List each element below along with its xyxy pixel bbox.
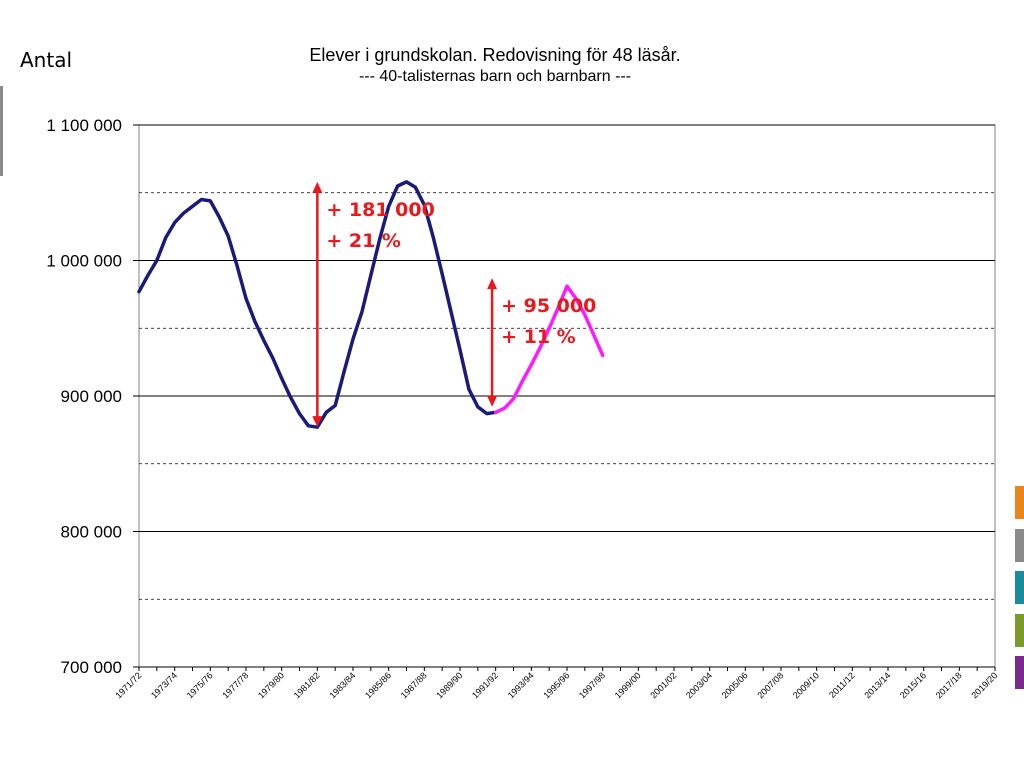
x-tick-label: 1999/00 [613, 670, 643, 700]
y-tick-label: 700 000 [61, 658, 122, 677]
y-tick-label: 900 000 [61, 387, 122, 406]
x-tick-label: 1977/78 [220, 670, 250, 700]
x-tick-label: 2007/08 [755, 670, 785, 700]
annotation-label: + 95 000 [501, 295, 596, 317]
color-swatch [1015, 571, 1024, 604]
x-tick-label: 1995/96 [541, 670, 571, 700]
x-tick-label: 2001/02 [648, 670, 678, 700]
annotation-label: + 11 % [501, 326, 576, 348]
annotation-arrow-head-down [312, 416, 323, 428]
series-line-observed [137, 180, 498, 429]
y-tick-label: 1 000 000 [46, 252, 122, 271]
color-swatch [1015, 656, 1024, 689]
annotation-arrow-head-up [312, 181, 323, 193]
annotation-arrow-head-down [487, 395, 498, 407]
x-tick-label: 2017/18 [934, 670, 964, 700]
color-swatch [1015, 486, 1024, 519]
x-tick-label: 1989/90 [434, 670, 464, 700]
annotation-arrow-head-up [487, 278, 498, 290]
x-tick-label: 2003/04 [684, 670, 714, 700]
x-tick-label: 1985/86 [363, 670, 393, 700]
color-swatch [1015, 528, 1024, 562]
annotation-label: + 181 000 [326, 199, 434, 221]
x-tick-label: 2019/20 [969, 670, 999, 700]
y-tick-label: 1 100 000 [46, 116, 122, 135]
x-tick-label: 1983/84 [327, 670, 357, 700]
color-swatch [1015, 613, 1024, 647]
chart-title: Elever i grundskolan. Redovisning för 48… [309, 45, 681, 65]
x-tick-label: 1987/88 [399, 670, 429, 700]
x-tick-label: 1973/74 [149, 670, 179, 700]
x-tick-label: 1975/76 [185, 670, 215, 700]
x-tick-label: 1991/92 [470, 670, 500, 700]
y-axis-label: Antal [20, 48, 73, 72]
x-tick-label: 2009/10 [791, 670, 821, 700]
series-line-forecast [493, 284, 605, 415]
x-tick-label: 2015/16 [898, 670, 928, 700]
chart-subtitle: --- 40-talisternas barn och barnbarn --- [358, 68, 632, 85]
x-tick-label: 2005/06 [720, 670, 750, 700]
y-tick-label: 800 000 [61, 523, 122, 542]
x-tick-label: 1979/80 [256, 670, 286, 700]
x-tick-label: 1997/98 [577, 670, 607, 700]
x-tick-label: 1981/82 [292, 670, 322, 700]
annotation-label: + 21 % [326, 230, 401, 252]
x-tick-label: 1993/94 [506, 670, 536, 700]
x-tick-label: 2013/14 [862, 670, 892, 700]
x-tick-label: 2011/12 [827, 670, 857, 700]
slide-accent-bar [0, 86, 3, 176]
